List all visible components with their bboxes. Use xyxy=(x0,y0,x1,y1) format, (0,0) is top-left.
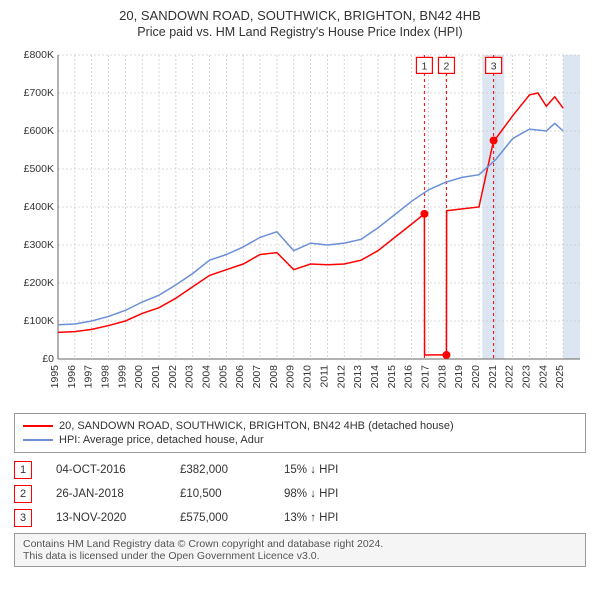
legend-label: 20, SANDOWN ROAD, SOUTHWICK, BRIGHTON, B… xyxy=(59,420,454,432)
svg-text:£600K: £600K xyxy=(24,125,54,137)
svg-text:£800K: £800K xyxy=(24,49,54,61)
footer: Contains HM Land Registry data © Crown c… xyxy=(14,533,586,567)
event-pct: 98% ↓ HPI xyxy=(284,488,394,500)
event-price: £382,000 xyxy=(180,464,260,476)
svg-text:2010: 2010 xyxy=(302,365,314,389)
svg-text:2024: 2024 xyxy=(537,365,549,389)
event-date: 04-OCT-2016 xyxy=(56,464,156,476)
legend: 20, SANDOWN ROAD, SOUTHWICK, BRIGHTON, B… xyxy=(14,413,586,453)
footer-line2: This data is licensed under the Open Gov… xyxy=(23,550,577,562)
svg-text:1996: 1996 xyxy=(66,365,78,389)
svg-text:2020: 2020 xyxy=(470,365,482,389)
event-marker: 3 xyxy=(14,509,32,527)
event-row: 2 26-JAN-2018 £10,500 98% ↓ HPI xyxy=(14,485,586,503)
svg-text:1995: 1995 xyxy=(49,365,61,389)
svg-text:2008: 2008 xyxy=(268,365,280,389)
legend-swatch xyxy=(23,425,53,427)
event-pct: 15% ↓ HPI xyxy=(284,464,394,476)
svg-text:2022: 2022 xyxy=(504,365,516,389)
svg-text:1998: 1998 xyxy=(100,365,112,389)
legend-item: HPI: Average price, detached house, Adur xyxy=(23,434,577,446)
svg-text:2006: 2006 xyxy=(234,365,246,389)
svg-text:3: 3 xyxy=(491,60,497,72)
svg-text:1999: 1999 xyxy=(116,365,128,389)
event-price: £575,000 xyxy=(180,512,260,524)
svg-text:2018: 2018 xyxy=(436,365,448,389)
event-table: 1 04-OCT-2016 £382,000 15% ↓ HPI 2 26-JAN-201… xyxy=(14,461,586,527)
legend-item: 20, SANDOWN ROAD, SOUTHWICK, BRIGHTON, B… xyxy=(23,420,577,432)
svg-text:2025: 2025 xyxy=(554,365,566,389)
svg-text:£400K: £400K xyxy=(24,201,54,213)
chart-svg: £0 £100K £200K £300K £400K £500K £600K £700K £80… xyxy=(10,47,590,407)
svg-text:1997: 1997 xyxy=(83,365,95,389)
event-row: 1 04-OCT-2016 £382,000 15% ↓ HPI xyxy=(14,461,586,479)
svg-text:2014: 2014 xyxy=(369,365,381,389)
event-row: 3 13-NOV-2020 £575,000 13% ↑ HPI xyxy=(14,509,586,527)
event-date: 26-JAN-2018 xyxy=(56,488,156,500)
svg-text:£300K: £300K xyxy=(24,239,54,251)
svg-text:2002: 2002 xyxy=(167,365,179,389)
svg-text:2007: 2007 xyxy=(251,365,263,389)
event-marker: 1 xyxy=(14,461,32,479)
event-date: 13-NOV-2020 xyxy=(56,512,156,524)
svg-text:2012: 2012 xyxy=(335,365,347,389)
svg-text:2009: 2009 xyxy=(285,365,297,389)
event-price: £10,500 xyxy=(180,488,260,500)
svg-text:£700K: £700K xyxy=(24,87,54,99)
chart-area: £0 £100K £200K £300K £400K £500K £600K £700K £80… xyxy=(10,47,590,407)
legend-swatch xyxy=(23,439,53,441)
event-marker: 2 xyxy=(14,485,32,503)
svg-text:2016: 2016 xyxy=(403,365,415,389)
chart-title: 20, SANDOWN ROAD, SOUTHWICK, BRIGHTON, B… xyxy=(10,8,590,23)
svg-text:2017: 2017 xyxy=(419,365,431,389)
svg-text:£200K: £200K xyxy=(24,277,54,289)
svg-text:2000: 2000 xyxy=(133,365,145,389)
svg-text:£500K: £500K xyxy=(24,163,54,175)
chart-subtitle: Price paid vs. HM Land Registry's House … xyxy=(10,25,590,39)
svg-text:1: 1 xyxy=(421,60,427,72)
footer-line1: Contains HM Land Registry data © Crown c… xyxy=(23,538,577,550)
svg-text:2013: 2013 xyxy=(352,365,364,389)
event-pct: 13% ↑ HPI xyxy=(284,512,394,524)
svg-text:2005: 2005 xyxy=(217,365,229,389)
svg-text:£0: £0 xyxy=(42,353,54,365)
svg-text:£100K: £100K xyxy=(24,315,54,327)
svg-text:2019: 2019 xyxy=(453,365,465,389)
svg-text:2: 2 xyxy=(444,60,450,72)
svg-text:2001: 2001 xyxy=(150,365,162,389)
svg-text:2003: 2003 xyxy=(184,365,196,389)
svg-text:2015: 2015 xyxy=(386,365,398,389)
svg-text:2021: 2021 xyxy=(487,365,499,389)
svg-text:2004: 2004 xyxy=(201,365,213,389)
svg-text:2011: 2011 xyxy=(318,365,330,388)
svg-text:2023: 2023 xyxy=(520,365,532,389)
legend-label: HPI: Average price, detached house, Adur xyxy=(59,434,264,446)
